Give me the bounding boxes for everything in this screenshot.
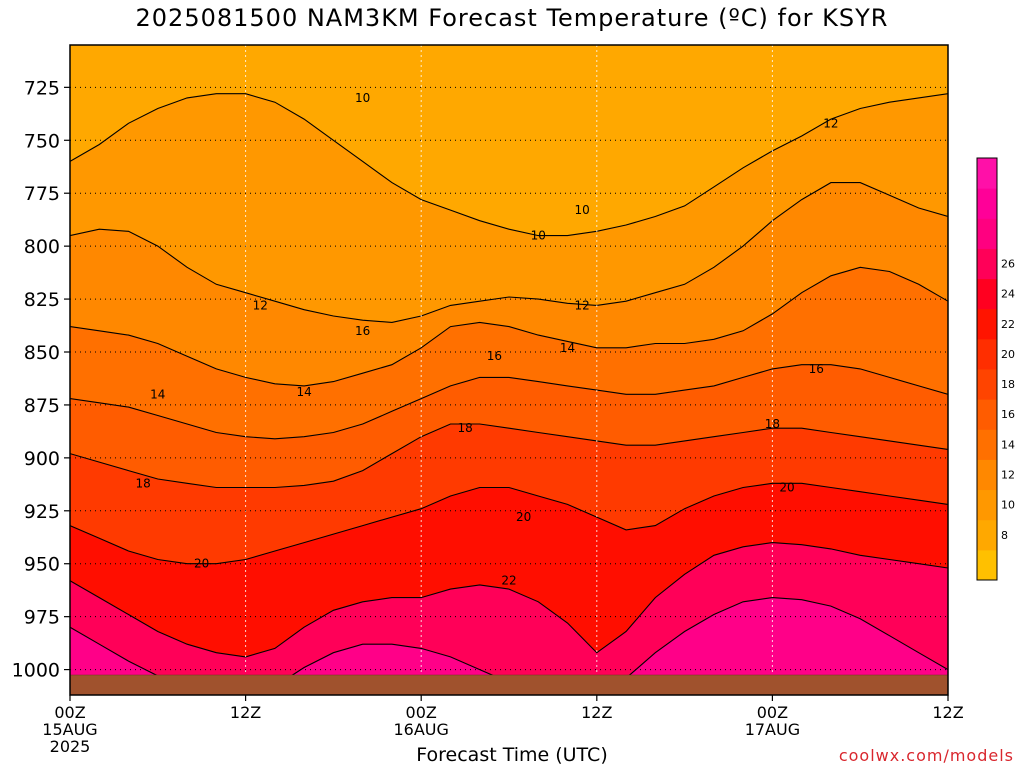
isotherm-line xyxy=(70,482,948,565)
x-tick-label: 12Z xyxy=(932,703,963,722)
contour-label: 10 xyxy=(575,203,590,217)
colorbar-swatch xyxy=(977,549,997,581)
y-tick-label: 975 xyxy=(24,607,60,629)
y-tick-label: 725 xyxy=(24,77,60,99)
colorbar-tick-label: 26 xyxy=(1001,258,1015,271)
x-tick-label: 12Z xyxy=(230,703,261,722)
colorbar-swatch xyxy=(977,519,997,551)
colorbar-tick-label: 8 xyxy=(1001,529,1008,542)
watermark: coolwx.com/models xyxy=(838,746,1014,765)
colorbar-tick-label: 14 xyxy=(1001,438,1015,451)
x-tick-label: 00Z xyxy=(406,703,437,722)
isotherm-line xyxy=(70,266,948,387)
colorbar-tick-label: 16 xyxy=(1001,408,1015,421)
y-tick-label: 775 xyxy=(24,183,60,205)
terrain-ground xyxy=(69,674,949,696)
colorbar-tick-label: 10 xyxy=(1001,499,1015,512)
y-tick-label: 750 xyxy=(24,130,60,152)
temperature-band xyxy=(70,267,948,439)
colorbar-tick-label: 12 xyxy=(1001,469,1015,482)
colorbar-swatch xyxy=(977,399,997,430)
colorbar-swatch xyxy=(977,338,997,370)
contour-label: 14 xyxy=(560,341,575,355)
contour-label: 14 xyxy=(150,387,165,401)
x-tick-label: 15AUG xyxy=(42,720,97,739)
y-tick-label: 925 xyxy=(24,501,60,523)
plot-frame xyxy=(69,44,949,696)
temperature-band xyxy=(70,424,948,564)
x-axis-title: Forecast Time (UTC) xyxy=(416,744,608,766)
y-tick-label: 800 xyxy=(24,236,60,258)
contour-labels: 10 10 10 12 12 12 14 14 14 16 16 16 18 18 18 20 20 20 22 xyxy=(136,91,839,588)
y-tick-label: 1000 xyxy=(12,660,60,682)
isotherm-line xyxy=(70,364,948,440)
temperature-band xyxy=(70,542,948,695)
contour-label: 10 xyxy=(531,229,546,243)
temperature-band xyxy=(70,45,948,236)
contour-label: 16 xyxy=(355,324,370,338)
temperature-band xyxy=(70,182,948,386)
colorbar-swatch xyxy=(977,369,997,400)
isotherm-line xyxy=(70,182,948,323)
contour-label: 10 xyxy=(355,91,370,105)
contour-label: 20 xyxy=(516,510,531,524)
colorbar-swatch xyxy=(977,158,997,189)
colorbar-swatch xyxy=(977,218,997,249)
contour-label: 20 xyxy=(779,481,794,495)
x-tick-label: 2025 xyxy=(50,737,91,756)
colorbar-swatch xyxy=(977,188,997,219)
colorbar-tick-label: 24 xyxy=(1001,288,1015,301)
contour-label: 12 xyxy=(575,298,590,312)
contour-label: 14 xyxy=(296,385,311,399)
temperature-band xyxy=(70,483,948,657)
temperature-fill-bands xyxy=(70,45,948,695)
y-tick-label: 825 xyxy=(24,289,60,311)
chart-title: 2025081500 NAM3KM Forecast Temperature (… xyxy=(135,4,889,32)
y-tick-label: 950 xyxy=(24,554,60,576)
colorbar-swatch xyxy=(977,278,997,310)
temperature-band xyxy=(70,93,948,323)
temperature-band xyxy=(70,597,948,695)
contour-label: 18 xyxy=(457,421,472,435)
colorbar: 8 10 12 14 16 18 20 22 24 26 xyxy=(976,157,1015,581)
x-tick-label: 16AUG xyxy=(393,720,448,739)
contour-label: 12 xyxy=(253,298,268,312)
x-tick-label: 00Z xyxy=(54,703,85,722)
x-tick-label: 12Z xyxy=(581,703,612,722)
contour-label: 18 xyxy=(765,417,780,431)
colorbar-tick-label: 22 xyxy=(1001,318,1015,331)
isotherm-line xyxy=(70,542,948,658)
y-axis: 725 750 775 800 825 850 875 900 925 950 975 1000 xyxy=(12,77,70,682)
colorbar-tick-label: 20 xyxy=(1001,348,1015,361)
y-tick-label: 850 xyxy=(24,342,60,364)
colorbar-tick-label: 18 xyxy=(1001,378,1015,391)
colorbar-swatch xyxy=(977,248,997,280)
contour-label: 16 xyxy=(809,362,824,376)
contour-label: 18 xyxy=(136,476,151,490)
colorbar-swatch xyxy=(977,429,997,460)
isotherm-line xyxy=(70,423,948,489)
y-tick-label: 875 xyxy=(24,395,60,417)
isotherm-line xyxy=(70,93,948,237)
colorbar-swatch xyxy=(977,308,997,340)
contour-label: 22 xyxy=(501,574,516,588)
colorbar-swatch xyxy=(977,459,997,491)
contour-label: 12 xyxy=(823,116,838,130)
x-tick-label: 00Z xyxy=(757,703,788,722)
contour-label: 16 xyxy=(487,349,502,363)
temperature-band xyxy=(70,364,948,488)
y-tick-label: 900 xyxy=(24,448,60,470)
grid-lines xyxy=(70,45,948,695)
colorbar-frame xyxy=(976,157,998,581)
colorbar-swatch xyxy=(977,489,997,521)
contour-label: 20 xyxy=(194,557,209,571)
x-tick-label: 17AUG xyxy=(745,720,800,739)
